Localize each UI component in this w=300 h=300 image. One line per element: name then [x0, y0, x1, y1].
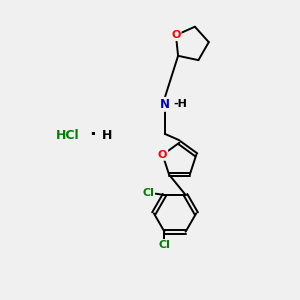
Text: Cl: Cl	[142, 188, 154, 199]
Text: O: O	[171, 30, 181, 40]
Text: HCl: HCl	[56, 129, 80, 142]
Text: O: O	[158, 150, 167, 160]
Text: -H: -H	[173, 99, 187, 110]
Text: H: H	[102, 129, 112, 142]
Text: Cl: Cl	[158, 240, 170, 250]
Text: ·: ·	[89, 126, 96, 144]
Text: N: N	[160, 98, 170, 111]
